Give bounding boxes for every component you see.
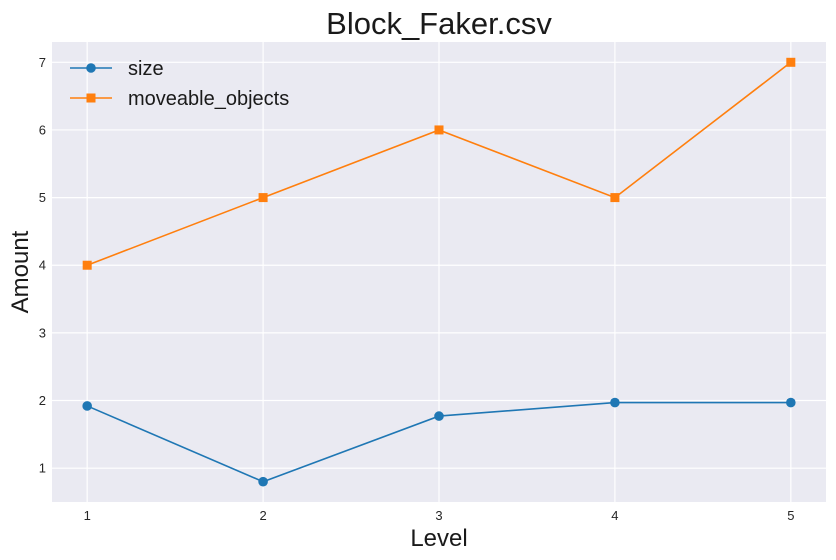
legend-label: size [128,58,164,80]
series-moveable-objects [82,57,796,270]
data-point [434,411,444,421]
legend-label: moveable_objects [128,88,289,110]
x-tick-label: 1 [84,508,91,523]
y-tick-label: 7 [39,55,46,70]
x-tick-label: 3 [435,508,442,523]
chart-title: Block_Faker.csv [326,6,552,41]
data-point [786,397,796,408]
legend-item: size [70,58,164,80]
y-tick-label: 3 [39,325,46,340]
y-tick-labels: 1 2 3 4 5 6 7 [39,55,46,476]
x-axis-title: Level [410,525,467,552]
data-point [786,57,796,67]
legend: size moveable_objects [70,58,289,110]
data-point [82,260,92,270]
y-tick-label: 2 [39,393,46,408]
data-point [434,125,444,135]
data-point [82,401,92,411]
series-layer [82,57,796,487]
x-tick-labels: 1 2 3 4 5 [84,508,795,523]
legend-item: moveable_objects [70,88,289,110]
x-tick-label: 5 [787,508,794,523]
series-size [82,397,796,487]
data-point [258,476,268,487]
y-tick-label: 5 [39,190,46,205]
x-tick-label: 2 [259,508,266,523]
legend-marker [86,93,96,103]
y-axis-title: Amount [7,230,34,313]
y-tick-label: 1 [39,461,46,476]
data-point [610,193,620,203]
data-point [258,193,268,203]
data-point [610,397,620,408]
x-tick-label: 4 [611,508,618,523]
legend-marker [86,63,96,73]
y-tick-label: 4 [39,258,46,273]
y-tick-label: 6 [39,122,46,137]
